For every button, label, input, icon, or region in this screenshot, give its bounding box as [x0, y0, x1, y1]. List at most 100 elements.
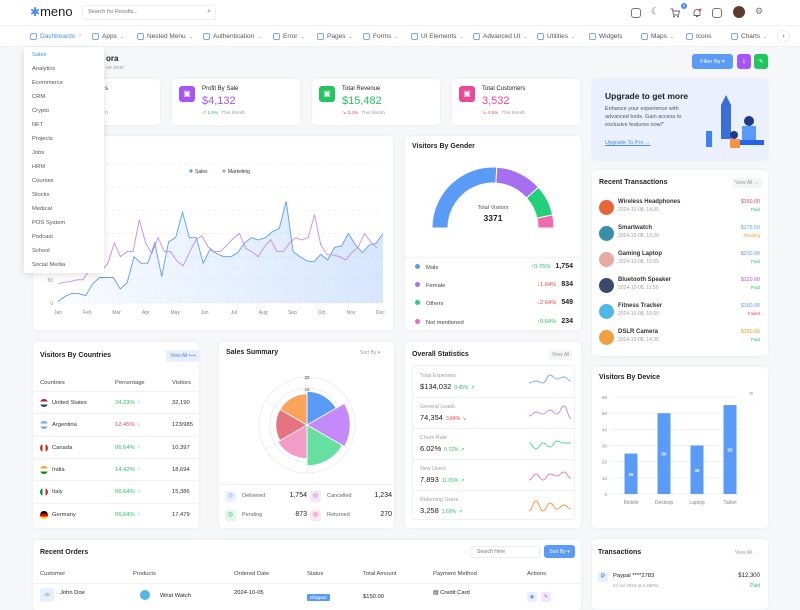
dropdown-item-ecommerce[interactable]: Ecommerce [32, 80, 63, 86]
dropdown-item-projects[interactable]: Projects [32, 136, 53, 142]
sort-by-dropdown[interactable]: Sort By ▾ [360, 350, 381, 356]
dropdown-item-crypto[interactable]: Crypto [32, 108, 50, 114]
fullscreen-icon[interactable] [712, 8, 722, 18]
nav-item-dashboards[interactable]: Dashboards ⌃ [30, 33, 82, 40]
donut-center-label: Total Visitors [477, 205, 509, 211]
dropdown-item-pos-system[interactable]: POS System [32, 220, 66, 226]
logo[interactable]: ✱ meno [30, 4, 73, 19]
bar-chart: 0 10 20 30 40 50 60 25 Mobile 50 Desktop 30 Laptop 55… [602, 395, 742, 506]
divider [405, 257, 581, 258]
view-all-button[interactable]: View All ⟷ [166, 350, 200, 362]
dropdown-item-crm[interactable]: CRM [32, 94, 46, 100]
nav-item-ui-elements[interactable]: UI Elements ⌄ [411, 33, 464, 40]
cart-badge: 5 [681, 3, 687, 9]
upgrade-link[interactable]: Upgrade To Pro → [605, 140, 651, 146]
row-divider [413, 428, 574, 429]
transaction-amount: $250.00 [740, 251, 760, 257]
translate-icon[interactable] [631, 8, 641, 18]
dropdown-item-sales[interactable]: Sales [32, 52, 47, 58]
flag-icon [40, 443, 48, 452]
nav-item-charts[interactable]: Charts ⌄ [731, 33, 767, 40]
sparkline-path [528, 500, 572, 512]
dropdown-item-jobs[interactable]: Jobs [32, 150, 45, 156]
arrow-up-icon: ↑ [531, 264, 535, 270]
orders-search-input[interactable] [470, 546, 540, 558]
polar-segment[interactable] [277, 424, 308, 460]
sort-by-button[interactable]: Sort By ▾ [544, 545, 575, 558]
search-icon[interactable]: ⌕ [207, 8, 211, 15]
nav-item-pages[interactable]: Pages ⌄ [317, 33, 353, 40]
summary-label: Delivered [242, 493, 266, 499]
summary-value: 873 [295, 511, 307, 518]
bar-laptop[interactable] [690, 445, 704, 495]
polar-segment[interactable] [306, 424, 343, 467]
nav-icon [473, 33, 480, 40]
nav-item-nested-menu[interactable]: Nested Menu ⌄ [137, 33, 193, 40]
nav-item-maps[interactable]: Maps ⌄ [641, 33, 674, 40]
download-button[interactable]: ⤓ [737, 54, 751, 69]
dropdown-item-medical[interactable]: Medical [32, 206, 52, 212]
column-header: Actions [527, 571, 547, 577]
bar-desktop[interactable] [657, 413, 671, 494]
nav-label: Apps [102, 33, 117, 40]
polar-segment[interactable] [306, 402, 351, 448]
dropdown-item-podcast[interactable]: Podcast [32, 234, 53, 240]
chart-menu-icon[interactable]: ≡ [749, 391, 754, 398]
column-header: Status [307, 571, 324, 577]
upgrade-title: Upgrade to get more [605, 91, 689, 101]
legend-values: ↑0.75% 1,754 [531, 263, 573, 270]
nav-item-authentication[interactable]: Authentication ⌄ [203, 33, 261, 40]
view-all-button[interactable]: View All [549, 350, 573, 360]
column-header: Countries [40, 380, 65, 386]
dropdown-item-nft[interactable]: NFT [32, 122, 44, 128]
card-title: Visitors By Device [599, 374, 660, 381]
x-tick-label: Desktop [655, 500, 674, 506]
search-input[interactable] [88, 9, 198, 15]
polar-segment[interactable] [279, 393, 308, 426]
arrow-up-icon: ↑ [137, 489, 141, 496]
view-all-link[interactable]: View All → [735, 550, 759, 556]
nav-item-advanced-ui[interactable]: Advanced UI ⌄ [473, 33, 527, 40]
row-divider [413, 490, 574, 491]
x-tick-label: Jan [54, 310, 62, 316]
nav-item-icons[interactable]: Icons [686, 33, 712, 40]
edit-button[interactable]: ✎ [754, 54, 768, 69]
dropdown-item-social-media[interactable]: Social Media [32, 262, 66, 268]
dropdown-item-analytics[interactable]: Analytics [32, 66, 56, 72]
bar-tablet[interactable] [723, 405, 737, 494]
dropdown-item-courses[interactable]: Courses [32, 178, 54, 184]
sparkline-path [528, 374, 572, 384]
column-header: Products [133, 571, 156, 577]
settings-gear-icon[interactable]: ⚙ [755, 6, 764, 16]
bar-mobile[interactable] [624, 453, 638, 494]
nav-item-apps[interactable]: Apps ⌄ [92, 33, 124, 40]
filter-by-button[interactable]: Filter By ▾ [692, 54, 733, 69]
arrow-down-icon: ↓ [137, 422, 141, 429]
view-all-button[interactable]: View All → [732, 178, 762, 188]
nav-item-forms[interactable]: Forms ⌄ [363, 33, 399, 40]
dropdown-item-hrm[interactable]: HRM [32, 164, 46, 170]
dropdown-item-stocks[interactable]: Stocks [32, 192, 50, 198]
cart-icon[interactable] [670, 8, 680, 18]
avatar[interactable] [733, 6, 745, 18]
stat-card: ▣ Total Customers 3,532 ↘ 4.5% This Month [452, 79, 580, 125]
status-icon: ◎ [310, 491, 321, 502]
nav-label: Maps [651, 33, 667, 40]
view-action-button[interactable]: ◉ [527, 592, 537, 602]
donut-segment-not-mentioned[interactable] [536, 214, 555, 229]
nav-item-widgets[interactable]: Widgets [589, 33, 622, 40]
bell-icon[interactable] [692, 8, 702, 18]
dropdown-item-school[interactable]: School [32, 248, 50, 254]
transaction-name: Paypal ****2783 [613, 573, 655, 579]
nav-scroll-right-button[interactable]: › [777, 30, 790, 43]
nav-item-utilities[interactable]: Utilities ⌄ [537, 33, 575, 40]
edit-action-button[interactable]: ✎ [541, 592, 551, 602]
search-box[interactable]: ⌕ [82, 5, 216, 20]
stat-value: 3,258 [420, 506, 439, 515]
change-pct: 3.84% [445, 416, 461, 422]
nav-item-error[interactable]: Error ⌄ [273, 33, 305, 40]
moon-icon[interactable]: ☾ [651, 6, 660, 16]
status-icon: ◎ [225, 491, 236, 502]
stat-value: 6.02% [420, 444, 442, 453]
y-tick-label: 30 [602, 444, 608, 449]
